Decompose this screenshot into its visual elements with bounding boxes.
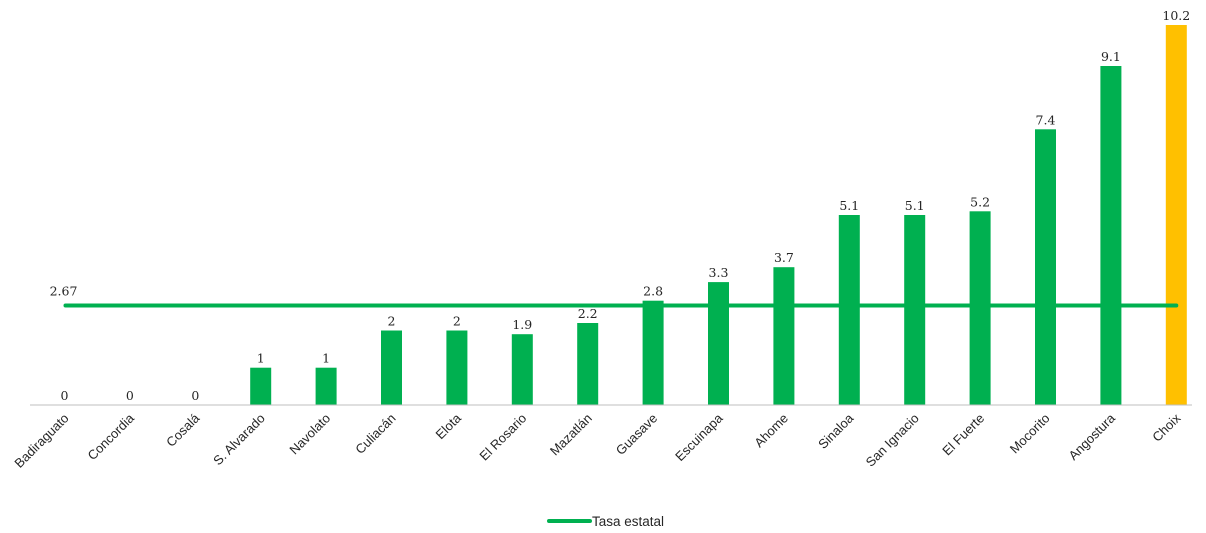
category-label-ahome: Ahome — [751, 411, 791, 451]
legend: Tasa estatal — [547, 514, 664, 529]
category-label-el-fuerte: El Fuerte — [939, 411, 987, 459]
bar-escuinapa — [708, 282, 729, 405]
category-label-choix: Choix — [1149, 410, 1183, 444]
category-label-navolato: Navolato — [286, 411, 333, 458]
category-labels-group: Badiraguato Concordia Cosalá S. Alvarado Nav… — [11, 410, 1183, 471]
reference-line-label: 2.67 — [50, 284, 78, 299]
legend-label: Tasa estatal — [592, 514, 664, 529]
bar-el-rosario — [511, 334, 533, 405]
value-label-ahome: 3.7 — [774, 250, 794, 265]
category-label-cosala: Cosalá — [163, 410, 203, 450]
bar-elota — [446, 330, 468, 405]
bar-san-ignacio — [904, 215, 926, 405]
category-label-mocorito: Mocorito — [1007, 411, 1053, 457]
value-label-el-fuerte: 5.2 — [970, 194, 990, 209]
bars-group — [250, 25, 1187, 406]
bar-s-alvarado — [250, 367, 272, 405]
category-label-elota: Elota — [432, 410, 464, 442]
value-label-elota: 2 — [453, 314, 461, 329]
category-label-guasave: Guasave — [613, 411, 660, 458]
bar-mazatlan — [577, 323, 599, 405]
value-label-cosala: 0 — [191, 388, 199, 403]
category-label-mazatlan: Mazatlán — [547, 411, 595, 459]
value-label-el-rosario: 1.9 — [512, 317, 532, 332]
value-label-san-ignacio: 5.1 — [905, 198, 925, 213]
value-label-sinaloa: 5.1 — [839, 198, 859, 213]
bar-angostura — [1100, 66, 1122, 405]
bar-ahome — [773, 267, 795, 405]
value-label-escuinapa: 3.3 — [709, 265, 729, 280]
category-label-concordia: Concordia — [85, 410, 138, 463]
value-label-s-alvarado: 1 — [257, 351, 265, 366]
bar-el-fuerte — [969, 211, 991, 405]
bar-choix — [1165, 25, 1187, 405]
value-label-culiacan: 2 — [388, 314, 396, 329]
bar-sinaloa — [838, 215, 860, 405]
category-label-angostura: Angostura — [1066, 410, 1119, 463]
category-label-san-ignacio: San Ignacio — [863, 411, 922, 470]
value-label-navolato: 1 — [322, 351, 330, 366]
bar-culiacan — [381, 330, 402, 405]
category-label-badiraguato: Badiraguato — [11, 411, 71, 471]
bar-guasave — [642, 300, 664, 405]
category-label-escuinapa: Escuinapa — [672, 410, 726, 464]
category-label-s-alvarado: S. Alvarado — [210, 411, 268, 469]
value-label-badiraguato: 0 — [61, 388, 69, 403]
bar-navolato — [315, 367, 337, 405]
category-label-sinaloa: Sinaloa — [815, 410, 857, 452]
category-label-culiacan: Culiacán — [352, 411, 398, 457]
value-label-guasave: 2.8 — [643, 284, 663, 299]
value-label-angostura: 9.1 — [1101, 49, 1121, 64]
category-label-el-rosario: El Rosario — [476, 411, 529, 464]
value-label-concordia: 0 — [126, 388, 134, 403]
value-labels-group: 0 0 0 1 1 2 2 1.9 2.2 2.8 3.3 3.7 5.1 5.1 5.2 7.4 9.1 10.… — [61, 8, 1191, 403]
value-label-choix: 10.2 — [1162, 8, 1190, 23]
value-label-mazatlan: 2.2 — [578, 306, 598, 321]
value-label-mocorito: 7.4 — [1036, 112, 1056, 127]
bar-mocorito — [1035, 129, 1056, 406]
